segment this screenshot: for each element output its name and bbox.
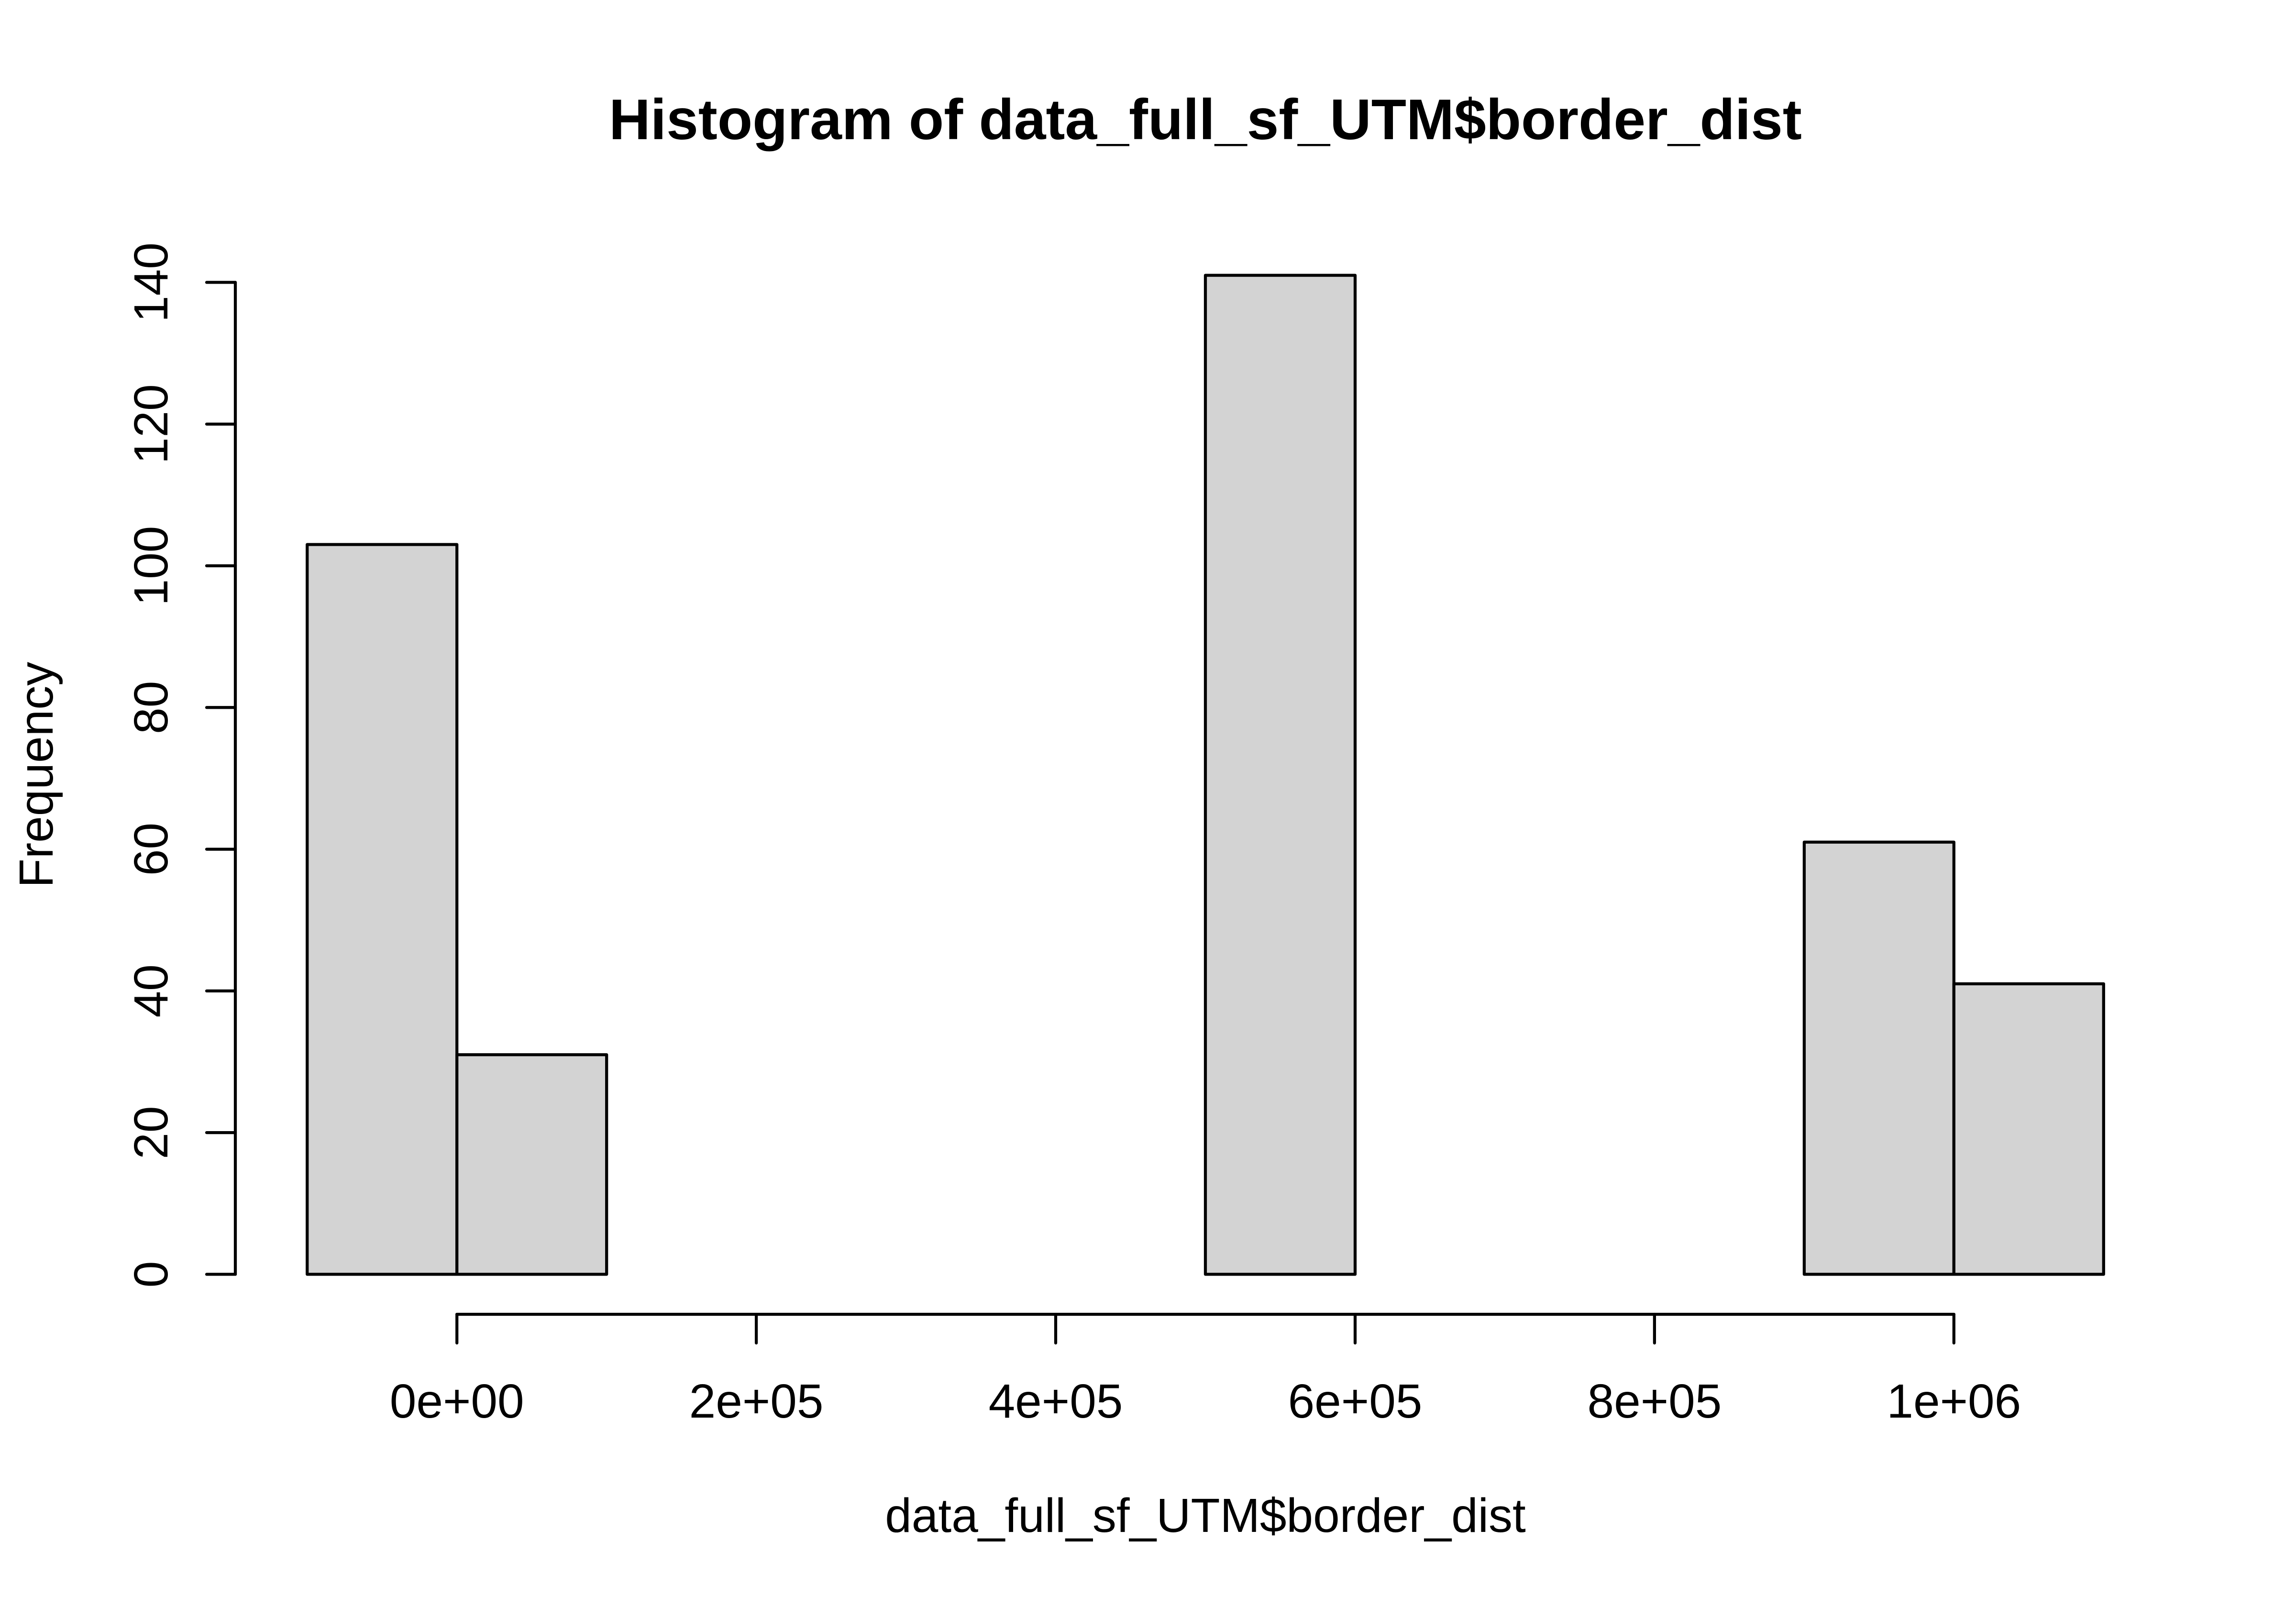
svg-text:100: 100 <box>124 526 178 606</box>
svg-text:6e+05: 6e+05 <box>1288 1375 1423 1428</box>
svg-text:8e+05: 8e+05 <box>1587 1375 1722 1428</box>
svg-text:80: 80 <box>124 681 178 734</box>
svg-text:4e+05: 4e+05 <box>989 1375 1123 1428</box>
svg-text:1e+06: 1e+06 <box>1887 1375 2021 1428</box>
svg-text:60: 60 <box>124 823 178 876</box>
svg-text:20: 20 <box>124 1106 178 1159</box>
svg-text:Histogram of data_full_sf_UTM$: Histogram of data_full_sf_UTM$border_dis… <box>609 88 1802 152</box>
svg-text:data_full_sf_UTM$border_dist: data_full_sf_UTM$border_dist <box>885 1489 1526 1542</box>
svg-text:0e+00: 0e+00 <box>390 1375 524 1428</box>
svg-text:2e+05: 2e+05 <box>689 1375 824 1428</box>
svg-text:120: 120 <box>124 384 178 464</box>
svg-text:Frequency: Frequency <box>10 662 63 888</box>
svg-text:0: 0 <box>124 1261 178 1288</box>
svg-text:40: 40 <box>124 964 178 1017</box>
svg-text:140: 140 <box>124 242 178 322</box>
